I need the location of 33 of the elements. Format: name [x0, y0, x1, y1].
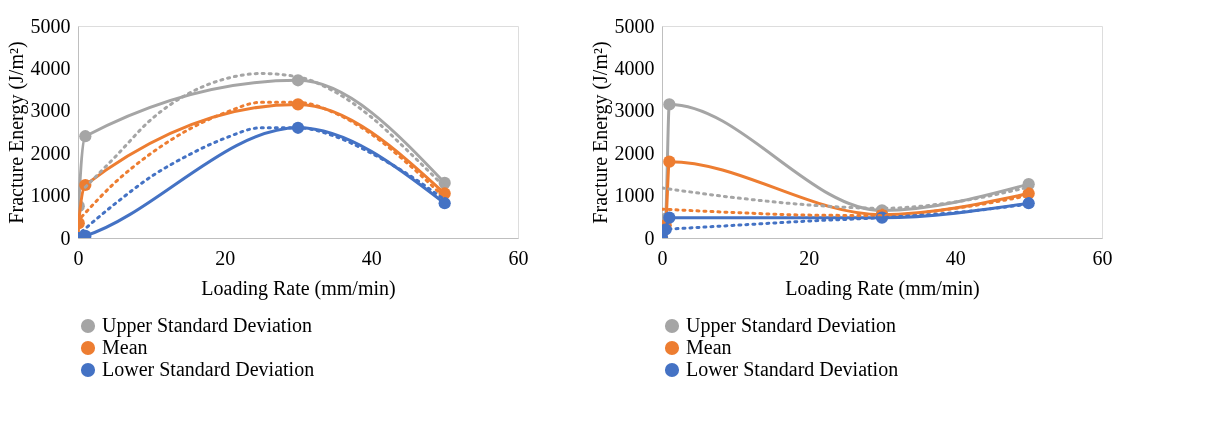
- point: [79, 130, 92, 143]
- x-tick-label: 20: [215, 246, 236, 269]
- y-tick-label: 5000: [614, 14, 655, 37]
- y-tick-label: 2000: [614, 141, 655, 164]
- point: [663, 155, 676, 168]
- x-axis-title: Loading Rate (mm/min): [785, 276, 980, 300]
- point: [438, 197, 451, 210]
- y-tick-label: 3000: [30, 99, 71, 122]
- y-axis-title: Fracture Energy (J/m²): [4, 41, 28, 224]
- legend-label: Lower Standard Deviation: [686, 358, 899, 380]
- x-tick-label: 40: [945, 246, 966, 269]
- y-tick-label: 1000: [614, 184, 655, 207]
- y-tick-label: 0: [60, 226, 71, 249]
- legend-label: Mean: [686, 336, 732, 358]
- x-tick-label: 60: [508, 246, 529, 269]
- x-tick-label: 60: [1092, 246, 1113, 269]
- y-tick-label: 5000: [30, 14, 71, 37]
- legend-label: Upper Standard Deviation: [102, 314, 312, 337]
- legend-label: Lower Standard Deviation: [102, 358, 315, 380]
- y-tick-label: 2000: [30, 141, 71, 164]
- point: [663, 211, 676, 224]
- y-axis-title: Fracture Energy (J/m²): [588, 41, 612, 224]
- x-tick-label: 40: [361, 246, 382, 269]
- y-tick-label: 1000: [30, 184, 71, 207]
- x-axis-title: Loading Rate (mm/min): [201, 276, 396, 300]
- y-tick-label: 4000: [30, 56, 71, 79]
- legend-label: Mean: [102, 336, 148, 358]
- y-tick-label: 4000: [614, 56, 655, 79]
- y-tick-label: 0: [644, 226, 655, 249]
- y-tick-label: 3000: [614, 99, 655, 122]
- point: [663, 98, 676, 111]
- legend-label: Upper Standard Deviation: [686, 314, 896, 337]
- x-tick-label: 20: [799, 246, 820, 269]
